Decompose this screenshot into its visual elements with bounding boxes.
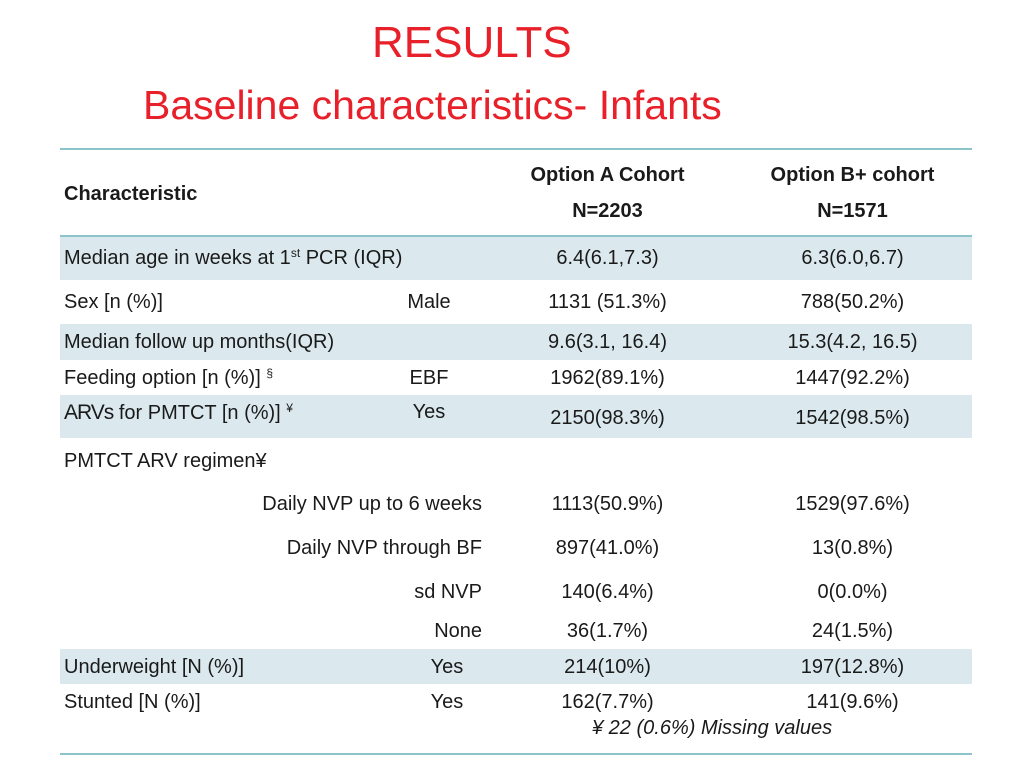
row-label-followup: Median follow up months(IQR) (64, 331, 335, 353)
cell-sd-option-a: 140(6.4%) (561, 581, 654, 603)
row-label-arvs: ARVs for PMTCT [n (%)] ¥ (64, 401, 293, 424)
row-label-underweight: Underweight [N (%)] (64, 656, 245, 678)
header-option-b-n: N=1571 (817, 200, 888, 222)
row-sub-ebf: EBF (409, 367, 449, 389)
header-option-a-n: N=2203 (572, 200, 643, 222)
table-top-rule (60, 148, 972, 150)
cell-underweight-option-b: 197(12.8%) (800, 656, 905, 678)
cell-underweight-option-a: 214(10%) (564, 656, 651, 678)
row-sub-stunted-yes: Yes (430, 691, 464, 713)
row-sub-male: Male (407, 291, 451, 313)
row-sub-underweight-yes: Yes (430, 656, 464, 678)
footnote-missing-values: ¥ 22 (0.6%) Missing values (592, 717, 833, 739)
header-option-a: Option A Cohort (530, 164, 685, 186)
cell-arvs-option-b: 1542(98.5%) (795, 407, 910, 429)
header-bottom-rule (60, 235, 972, 237)
cell-stunted-option-b: 141(9.6%) (806, 691, 899, 713)
row-band (60, 237, 972, 280)
row-sub-daily-nvp-bf: Daily NVP through BF (286, 537, 482, 559)
row-label-median-age: Median age in weeks at 1st PCR (IQR) (64, 246, 403, 269)
cell-none-option-b: 24(1.5%) (811, 620, 894, 642)
cell-sex-option-a: 1131 (51.3%) (548, 291, 667, 313)
cell-age-option-a: 6.4(6.1,7.3) (556, 247, 659, 269)
row-band (60, 395, 972, 438)
cell-sd-option-b: 0(0.0%) (817, 581, 888, 603)
row-band (60, 649, 972, 684)
header-characteristic: Characteristic (64, 183, 198, 205)
page-title: RESULTS (372, 18, 572, 67)
row-sub-sd-nvp: sd NVP (414, 581, 482, 603)
table-bottom-rule (60, 753, 972, 755)
cell-followup-option-a: 9.6(3.1, 16.4) (548, 331, 667, 353)
cell-sex-option-b: 788(50.2%) (800, 291, 905, 313)
row-band (60, 324, 972, 360)
row-label-regimen: PMTCT ARV regimen¥ (64, 450, 267, 472)
page-subtitle: Baseline characteristics- Infants (143, 82, 722, 128)
cell-dailybf-option-a: 897(41.0%) (555, 537, 660, 559)
cell-arvs-option-a: 2150(98.3%) (550, 407, 665, 429)
row-label-stunted: Stunted [N (%)] (64, 691, 201, 713)
cell-none-option-a: 36(1.7%) (566, 620, 649, 642)
row-sub-arvs-yes: Yes (412, 401, 446, 423)
header-option-b: Option B+ cohort (770, 164, 935, 186)
row-sub-daily-nvp-6wk: Daily NVP up to 6 weeks (262, 493, 482, 515)
cell-age-option-b: 6.3(6.0,6.7) (801, 247, 904, 269)
cell-followup-option-b: 15.3(4.2, 16.5) (787, 331, 918, 353)
cell-dailybf-option-b: 13(0.8%) (811, 537, 894, 559)
cell-feeding-option-b: 1447(92.2%) (795, 367, 910, 389)
cell-stunted-option-a: 162(7.7%) (561, 691, 654, 713)
cell-daily6-option-b: 1529(97.6%) (795, 493, 910, 515)
row-sub-none: None (434, 620, 482, 642)
row-label-sex: Sex [n (%)] (64, 291, 163, 313)
cell-feeding-option-a: 1962(89.1%) (550, 367, 665, 389)
cell-daily6-option-a: 1113(50.9%) (551, 493, 664, 515)
row-label-feeding: Feeding option [n (%)] § (64, 366, 274, 389)
